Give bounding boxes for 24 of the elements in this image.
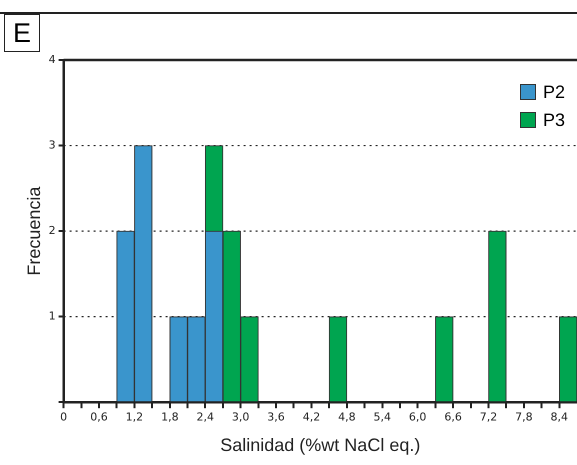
y-tick-label: 2 [48, 224, 56, 237]
y-tick-label: 4 [48, 52, 56, 66]
x-axis-title: Salinidad (%wt NaCl eq.) [220, 435, 420, 456]
y-tick-label: 1 [48, 310, 56, 323]
x-tick-label: 2,4 [196, 410, 214, 424]
x-tick-label: 0 [60, 410, 68, 424]
legend-label: P2 [542, 82, 565, 102]
x-tick-label: 8,4 [550, 410, 568, 424]
x-tick-label: 3,0 [232, 410, 250, 424]
x-tick-label: 6,6 [444, 410, 462, 424]
x-tick-label: 4,2 [302, 410, 320, 424]
x-tick-label: 4,8 [338, 410, 356, 424]
x-tick-label: 0,6 [90, 410, 108, 424]
y-tick-label: 3 [48, 138, 56, 152]
x-tick-label: 1,8 [161, 410, 179, 424]
text: E [4, 14, 40, 52]
legend-label: P3 [542, 110, 565, 130]
x-tick-label: 5,4 [374, 410, 392, 424]
x-tick-label: 6,0 [408, 410, 426, 424]
x-tick-label: 7,8 [515, 410, 533, 424]
x-tick-label: 7,2 [480, 410, 498, 424]
x-tick-label: 1,2 [126, 410, 144, 424]
y-axis-title: Frecuencia [24, 186, 44, 276]
x-tick-label: 3,6 [267, 410, 285, 424]
